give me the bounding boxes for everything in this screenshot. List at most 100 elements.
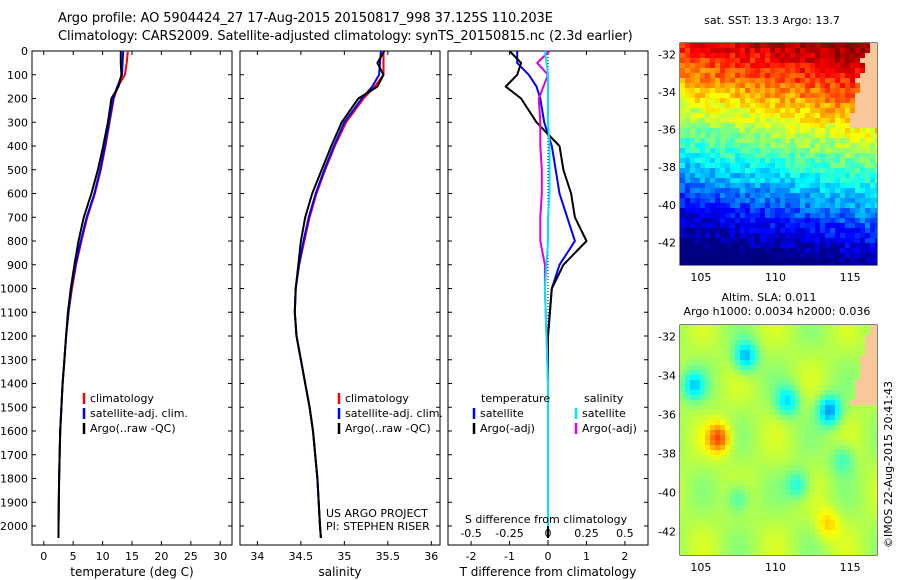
sla-map-cell [785, 515, 791, 521]
sla-map-cell [800, 355, 806, 361]
sla-map-cell [690, 360, 696, 366]
sst-map-cell [870, 223, 876, 229]
sst-map-cell [705, 228, 711, 234]
sst-map-cell [830, 218, 836, 224]
sla-map-cell [855, 350, 861, 356]
sst-map-cell [735, 248, 741, 254]
sla-map-cell [770, 335, 776, 341]
sst-map-cell [865, 68, 871, 74]
sst-map-cell [875, 113, 877, 119]
sla-map-cell [850, 550, 856, 555]
sla-map-cell [795, 385, 801, 391]
sla-map-cell [800, 545, 806, 551]
sla-map-cell [845, 440, 851, 446]
sla-map-cell [745, 500, 751, 506]
sst-map-cell [800, 123, 806, 129]
sst-map-cell [835, 103, 841, 109]
sla-map-cell [735, 405, 741, 411]
sst-map-cell [830, 98, 836, 104]
sla-map-cell [720, 510, 726, 516]
sla-map-cell [835, 350, 841, 356]
depth-tick-label: 1100 [0, 306, 28, 319]
sst-map-cell [765, 73, 771, 79]
sst-map-cell [760, 148, 766, 154]
sla-map-cell [805, 530, 811, 536]
sla-map-cell [840, 345, 846, 351]
sla-map-cell [750, 505, 756, 511]
sla-map-cell [750, 375, 756, 381]
sst-map-cell [875, 188, 877, 194]
sst-map-cell [845, 243, 851, 249]
sla-map-cell [685, 430, 691, 436]
sst-map-cell [795, 43, 801, 49]
sst-map-cell [685, 133, 691, 139]
sst-map-cell [865, 233, 871, 239]
sst-map-cell [705, 208, 711, 214]
sla-map-cell [860, 510, 866, 516]
sla-map-cell [840, 410, 846, 416]
sla-map-cell [765, 405, 771, 411]
sst-map-cell [680, 43, 686, 49]
sla-map-cell [735, 400, 741, 406]
sst-map-cell [750, 63, 756, 69]
sla-map-cell [825, 325, 831, 331]
sla-map-cell [865, 515, 871, 521]
sla-map-cell [690, 380, 696, 386]
sst-map-cell [780, 198, 786, 204]
sla-map-cell [695, 475, 701, 481]
sla-map-cell [815, 425, 821, 431]
sla-map-cell [715, 510, 721, 516]
sla-map-cell [820, 435, 826, 441]
sst-map-cell [810, 128, 816, 134]
sla-map-cell [815, 445, 821, 451]
sst-map-cell [790, 208, 796, 214]
sla-map-cell [750, 440, 756, 446]
sla-map-cell [715, 475, 721, 481]
sla-map-cell [715, 355, 721, 361]
sla-map-cell [785, 495, 791, 501]
sla-map-cell [825, 405, 831, 411]
sst-map-cell [830, 263, 836, 265]
sst-map-cell [820, 83, 826, 89]
sla-map-cell [815, 470, 821, 476]
sla-map-cell [760, 480, 766, 486]
sst-map-cell [745, 203, 751, 209]
sla-map-cell [865, 505, 871, 511]
sla-map-cell [830, 360, 836, 366]
sla-map-cell [730, 430, 736, 436]
sla-map-cell [695, 405, 701, 411]
sst-map-cell [760, 168, 766, 174]
sla-map-cell [785, 370, 791, 376]
sst-map-cell [755, 68, 761, 74]
sst-map-cell [720, 208, 726, 214]
sla-map-cell [835, 530, 841, 536]
sst-map-cell [765, 253, 771, 259]
sla-map-cell [825, 495, 831, 501]
sst-map-cell [680, 243, 686, 249]
sla-map-cell [680, 515, 686, 521]
sla-map-cell [770, 515, 776, 521]
sla-map-cell [695, 415, 701, 421]
sst-map-cell [765, 58, 771, 64]
sst-map-cell [725, 213, 731, 219]
sla-map-cell [775, 400, 781, 406]
sla-map-ytick-label: -40 [658, 487, 676, 500]
sst-map-cell [770, 168, 776, 174]
sla-map-cell [740, 540, 746, 546]
sst-map-cell [700, 238, 706, 244]
sla-map-cell [860, 380, 866, 386]
sla-map-cell [740, 485, 746, 491]
sst-map-cell [850, 213, 856, 219]
sst-map-cell [795, 223, 801, 229]
sst-map-cell [875, 108, 877, 114]
sst-map-cell [845, 103, 851, 109]
sla-map-cell [755, 415, 761, 421]
sst-map-cell [820, 153, 826, 159]
sst-map-cell [805, 183, 811, 189]
sla-map-cell [755, 385, 761, 391]
sla-map-cell [805, 335, 811, 341]
sst-map-cell [730, 118, 736, 124]
sla-map-cell [870, 380, 876, 386]
sla-map-cell [780, 390, 786, 396]
sst-map-cell [750, 43, 756, 49]
